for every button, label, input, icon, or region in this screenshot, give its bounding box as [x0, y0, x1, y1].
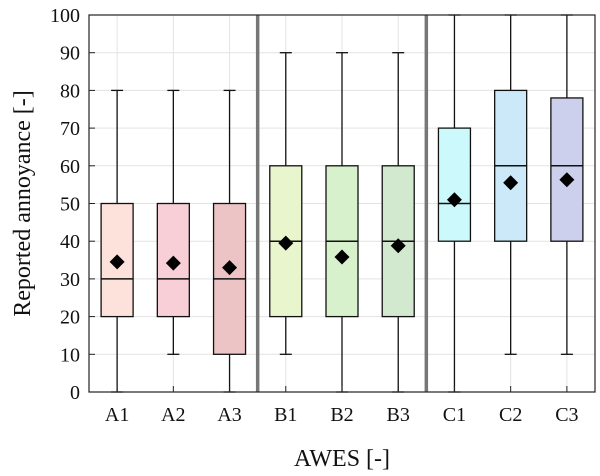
box-plots: [100, 14, 584, 393]
y-tick-label-7: 70: [60, 118, 80, 140]
y-tick-label-3: 30: [60, 269, 80, 291]
y-axis-label: Reported annoyance [-]: [10, 90, 36, 317]
box-A3: [212, 89, 247, 393]
x-tick-label-4: B2: [330, 404, 353, 426]
x-tick-label-7: C2: [499, 404, 522, 426]
mean-marker: [334, 249, 350, 265]
y-tick-label-9: 90: [60, 43, 80, 65]
x-tick-label-5: B3: [387, 404, 410, 426]
box-iqr: [437, 127, 472, 242]
box-C3: [550, 14, 584, 355]
y-tick-label-5: 50: [60, 194, 80, 216]
y-axis-ticks: 0 10 20 30 40 50 60 70 80 90 100: [50, 5, 95, 404]
x-tick-label-0: A1: [105, 404, 129, 426]
box-C2: [494, 14, 528, 355]
x-axis-label: AWES [-]: [294, 446, 390, 472]
x-tick-label-2: A3: [217, 404, 241, 426]
y-tick-label-0: 0: [70, 382, 80, 404]
box-A1: [100, 89, 134, 393]
x-tick-label-6: C1: [443, 404, 466, 426]
mean-marker: [278, 235, 294, 251]
y-tick-label-4: 40: [60, 231, 80, 253]
mean-marker: [446, 192, 462, 208]
x-tick-label-3: B1: [274, 404, 297, 426]
box-B1: [269, 52, 303, 355]
mean-marker: [390, 238, 406, 254]
mean-marker: [503, 175, 519, 191]
group-separators: [255, 15, 429, 392]
box-A2: [156, 89, 190, 355]
x-tick-label-1: A2: [161, 404, 185, 426]
y-tick-label-10: 100: [50, 5, 80, 27]
box-C1: [437, 14, 472, 393]
mean-marker: [222, 260, 238, 276]
mean-marker: [559, 172, 575, 188]
box-B3: [381, 52, 415, 393]
x-tick-label-8: C3: [555, 404, 578, 426]
box-iqr: [156, 202, 190, 318]
y-tick-label-1: 10: [60, 344, 80, 366]
x-axis-ticks: A1 A2 A3 B1 B2 B3 C1 C2 C3: [105, 386, 579, 426]
box-iqr: [550, 97, 584, 242]
mean-marker: [109, 254, 125, 270]
box-B2: [325, 52, 359, 393]
y-tick-label-6: 60: [60, 156, 80, 178]
y-tick-label-8: 80: [60, 80, 80, 102]
y-tick-label-2: 20: [60, 307, 80, 329]
mean-marker: [165, 255, 181, 271]
